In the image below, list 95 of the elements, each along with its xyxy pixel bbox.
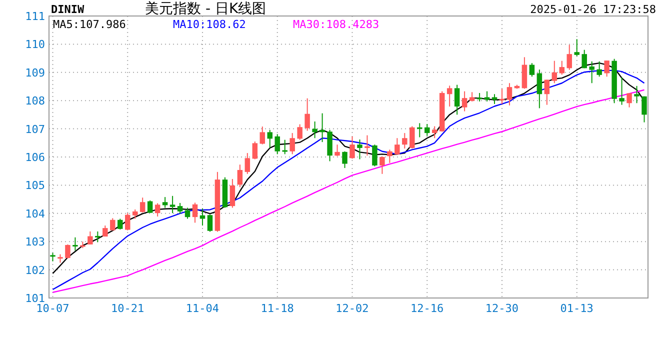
candlestick bbox=[424, 124, 430, 136]
candlestick bbox=[589, 60, 594, 84]
x-tick-label: 11-04 bbox=[186, 302, 220, 315]
candlestick bbox=[297, 124, 302, 140]
candlestick bbox=[574, 38, 580, 57]
candlestick bbox=[492, 94, 498, 104]
y-tick-label: 110 bbox=[25, 38, 45, 52]
candlestick bbox=[260, 126, 266, 145]
candlestick bbox=[88, 230, 93, 245]
chart-title: 美元指数 - 日K线图 bbox=[145, 1, 266, 17]
y-tick-label: 111 bbox=[25, 10, 45, 23]
candlestick bbox=[380, 156, 385, 174]
candlestick bbox=[544, 79, 550, 106]
y-tick-label: 102 bbox=[25, 264, 45, 277]
y-tick-label: 109 bbox=[25, 66, 45, 80]
candlestick bbox=[417, 122, 422, 138]
candlestick bbox=[604, 60, 610, 78]
candlestick bbox=[626, 92, 632, 108]
candlestick bbox=[529, 62, 535, 78]
candlestick bbox=[192, 202, 198, 224]
candlestick bbox=[582, 49, 587, 69]
candlestick bbox=[410, 126, 415, 150]
candlestick bbox=[244, 152, 250, 174]
candlestick bbox=[154, 202, 160, 217]
candlestick bbox=[267, 129, 272, 148]
candlestick bbox=[596, 60, 602, 78]
candlestick bbox=[387, 149, 392, 164]
candlestick bbox=[462, 90, 468, 112]
candlestick bbox=[230, 178, 236, 208]
candlestick bbox=[274, 134, 280, 155]
candlestick bbox=[506, 82, 512, 106]
candlestick bbox=[446, 85, 452, 108]
text: MA10:108.62 bbox=[173, 18, 246, 31]
y-tick-label: 101 bbox=[25, 292, 45, 305]
candlestick bbox=[312, 120, 318, 139]
candlestick bbox=[207, 214, 213, 232]
candlestick bbox=[72, 236, 78, 252]
y-tick-label: 104 bbox=[25, 207, 46, 220]
x-tick-label: 12-02 bbox=[336, 302, 369, 315]
candlestick bbox=[304, 98, 310, 132]
candlestick bbox=[432, 126, 438, 139]
candlestick bbox=[320, 112, 325, 143]
candlestick bbox=[177, 202, 183, 214]
y-tick-label: 108 bbox=[25, 94, 45, 108]
candlestick bbox=[619, 76, 624, 106]
candlestick bbox=[454, 84, 460, 116]
candlestick bbox=[634, 85, 640, 104]
candlestick bbox=[162, 196, 168, 208]
candlestick bbox=[372, 144, 378, 167]
candlestick bbox=[125, 212, 130, 231]
candlestick bbox=[252, 140, 258, 160]
candlestick bbox=[110, 218, 116, 232]
annotation: DINIW bbox=[51, 3, 84, 16]
x-tick-label: 10-21 bbox=[111, 302, 144, 315]
candlestick bbox=[95, 230, 100, 243]
x-tick-label: 12-30 bbox=[485, 302, 519, 315]
x-tick-label: 11-18 bbox=[260, 302, 294, 315]
candlestick bbox=[536, 69, 542, 109]
candlestick bbox=[566, 44, 572, 70]
candlestick bbox=[357, 139, 362, 160]
y-tick-label: 105 bbox=[25, 179, 45, 192]
candlestick bbox=[402, 132, 408, 150]
text: MA5:107.986 bbox=[53, 18, 126, 31]
x-tick-label: 10-07 bbox=[36, 302, 70, 315]
candlestick bbox=[394, 138, 400, 156]
x-tick-label: 01-13 bbox=[560, 302, 594, 315]
y-tick-label: 106 bbox=[25, 151, 45, 164]
candlestick bbox=[184, 207, 190, 220]
candlestick bbox=[282, 139, 288, 155]
candlestick bbox=[118, 218, 123, 230]
candlestick bbox=[342, 150, 348, 168]
candlestick bbox=[147, 200, 153, 214]
candlestick bbox=[170, 195, 176, 214]
candlestick bbox=[499, 88, 505, 104]
candlestick bbox=[350, 136, 355, 160]
candlestick bbox=[200, 208, 206, 226]
candlestick bbox=[552, 60, 558, 84]
candlestick bbox=[559, 60, 565, 76]
candlestick bbox=[642, 96, 647, 123]
annotation: 2025-01-26 17:23:58 bbox=[530, 3, 656, 16]
candlestick bbox=[132, 208, 138, 220]
candlestick bbox=[65, 244, 70, 260]
candlestick bbox=[334, 144, 340, 157]
candlestick bbox=[237, 164, 243, 188]
y-tick-label: 107 bbox=[25, 122, 45, 136]
candlestick bbox=[522, 56, 528, 90]
candlestick bbox=[364, 134, 370, 156]
candlestick bbox=[469, 92, 475, 102]
candlestick bbox=[290, 132, 295, 155]
candlestick bbox=[140, 197, 146, 214]
text: MA30:108.4283 bbox=[293, 18, 380, 31]
y-tick-label: 103 bbox=[25, 236, 45, 249]
candlestick bbox=[327, 129, 332, 162]
candlestick bbox=[484, 90, 490, 102]
x-tick-label: 12-16 bbox=[410, 302, 444, 315]
